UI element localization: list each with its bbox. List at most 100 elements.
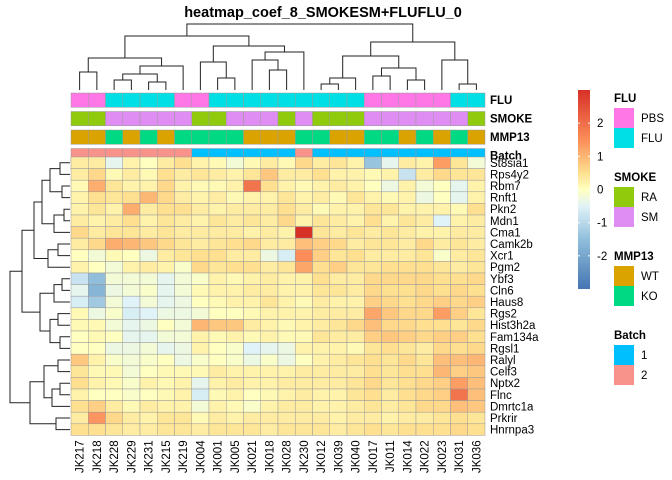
dendrogram-branch — [47, 249, 70, 268]
heatmap-cell — [191, 237, 210, 251]
heatmap-cell — [105, 156, 123, 169]
heatmap-cell — [88, 388, 106, 401]
heatmap-cell — [346, 307, 365, 320]
heatmap-cell — [364, 168, 382, 181]
annotation-cell-mmp13 — [295, 129, 313, 145]
annotation-cell-flu — [105, 92, 123, 108]
dendrogram-branch — [9, 270, 30, 404]
heatmap-cell — [260, 377, 279, 390]
heatmap-cell — [346, 237, 365, 251]
heatmap-cell — [381, 203, 399, 216]
heatmap-cell — [277, 261, 296, 274]
heatmap-cell — [208, 423, 227, 436]
heatmap-cell — [174, 284, 192, 297]
annotation-cell-mmp13 — [312, 129, 330, 145]
heatmap-cell — [295, 249, 313, 262]
color-scale-tick-label: -2 — [597, 251, 607, 263]
heatmap-cell — [329, 411, 348, 425]
heatmap-cell — [312, 156, 330, 169]
heatmap-cell — [346, 342, 365, 355]
heatmap-cell — [226, 249, 244, 262]
annotation-cell-smoke — [346, 111, 365, 127]
heatmap-cell — [157, 191, 175, 204]
heatmap-cell — [105, 214, 123, 227]
heatmap-cell — [191, 400, 210, 413]
annotation-cell-flu — [398, 92, 417, 108]
row-label: Xcr1 — [490, 251, 514, 263]
annotation-cell-mmp13 — [174, 129, 192, 145]
heatmap-cell — [346, 272, 365, 285]
annotation-cell-smoke — [105, 111, 123, 127]
column-label: JK023 — [437, 440, 449, 473]
heatmap-cell — [139, 237, 158, 251]
heatmap-cell — [398, 330, 417, 343]
heatmap-cell — [122, 307, 141, 320]
dendrogram-branch — [264, 51, 305, 90]
heatmap-cell — [139, 261, 158, 274]
heatmap-cell — [88, 353, 106, 367]
color-scale-tick-label: 1 — [597, 151, 603, 163]
heatmap-cell — [105, 226, 123, 239]
heatmap-cell — [208, 214, 227, 227]
heatmap-cell — [243, 411, 261, 425]
heatmap-cell — [450, 179, 468, 193]
dendrogram-branch — [441, 59, 469, 90]
heatmap-cell — [122, 330, 141, 343]
heatmap-cell — [312, 168, 330, 181]
color-scale-tick-label: 2 — [597, 118, 603, 130]
heatmap-cell — [70, 411, 89, 425]
heatmap-cell — [157, 319, 175, 332]
heatmap-cell — [433, 365, 451, 378]
heatmap-cell — [415, 319, 434, 332]
heatmap-cell — [433, 411, 451, 425]
heatmap-cell — [381, 226, 399, 239]
heatmap-cell — [139, 203, 158, 216]
heatmap-cell — [122, 423, 141, 436]
heatmap-cell — [226, 284, 244, 297]
heatmap-cell — [346, 388, 365, 401]
heatmap-cell — [312, 342, 330, 355]
row-label: Rgsl1 — [490, 343, 519, 355]
heatmap-cell — [191, 284, 210, 297]
heatmap-cell — [381, 272, 399, 285]
legend-swatch — [614, 345, 634, 365]
heatmap-cell — [398, 319, 417, 332]
dendrogram-branch — [57, 243, 70, 257]
heatmap-cell — [122, 319, 141, 332]
heatmap-cell — [467, 388, 486, 401]
row-label: Haus8 — [490, 297, 523, 309]
heatmap-cell — [329, 237, 348, 251]
heatmap-cell — [450, 307, 468, 320]
column-dendrogram — [79, 23, 477, 90]
heatmap-cell — [467, 168, 486, 181]
heatmap-cell — [208, 330, 227, 343]
annotation-cell-smoke — [260, 111, 279, 127]
heatmap-cell — [208, 179, 227, 193]
heatmap-cell — [105, 411, 123, 425]
annotation-cell-smoke — [157, 111, 175, 127]
heatmap-cell — [312, 388, 330, 401]
heatmap-cell — [88, 214, 106, 227]
heatmap-cell — [70, 307, 89, 320]
heatmap-cell — [70, 284, 89, 297]
heatmap-cell — [157, 377, 175, 390]
heatmap-cell — [243, 168, 261, 181]
heatmap-cell — [346, 284, 365, 297]
heatmap-cell — [364, 307, 382, 320]
row-label: Flnc — [490, 390, 512, 402]
heatmap-cell — [70, 272, 89, 285]
heatmap-cell — [157, 203, 175, 216]
heatmap-cell — [191, 249, 210, 262]
heatmap-cell — [450, 237, 468, 251]
row-label: Cln6 — [490, 285, 514, 297]
heatmap-cell — [88, 423, 106, 436]
heatmap-cell — [450, 261, 468, 274]
column-label: JK012 — [316, 440, 328, 473]
annotation-cell-flu — [364, 92, 382, 108]
heatmap-cell — [277, 284, 296, 297]
heatmap-cell — [88, 191, 106, 204]
heatmap-cell — [415, 400, 434, 413]
heatmap-cell — [157, 168, 175, 181]
heatmap-cell — [277, 411, 296, 425]
dendrogram-branch — [39, 292, 54, 332]
